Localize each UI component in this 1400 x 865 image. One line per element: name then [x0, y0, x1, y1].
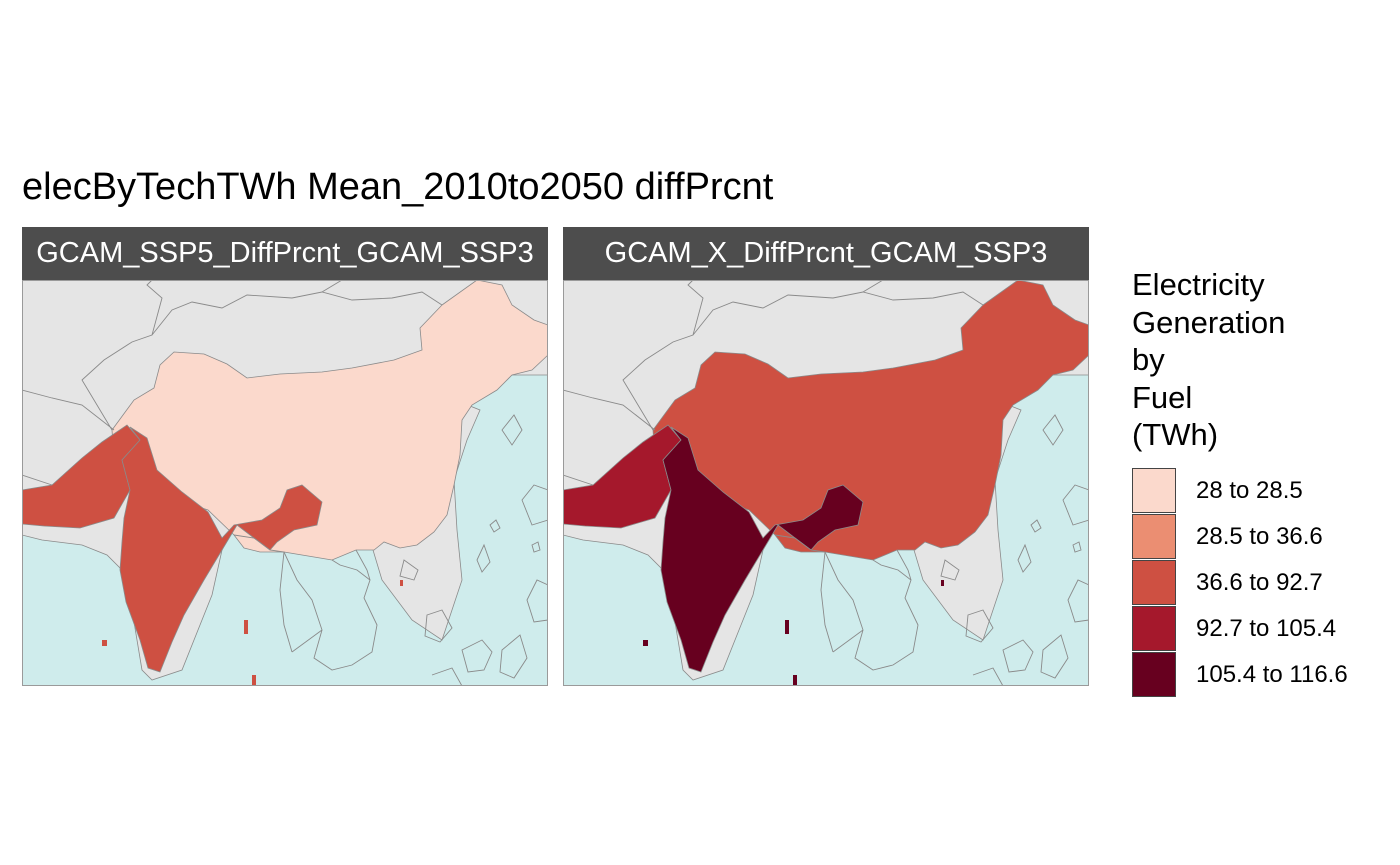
- panel-strip-x: GCAM_X_DiffPrcnt_GCAM_SSP3: [563, 227, 1089, 280]
- country-border: [22, 474, 53, 486]
- country-border: [563, 389, 656, 431]
- country-border: [476, 543, 491, 573]
- legend-title-line: (TWh): [1132, 417, 1219, 452]
- country-border: [146, 280, 163, 336]
- country-border: [399, 559, 419, 581]
- country-border: [461, 639, 493, 673]
- country-border: [431, 667, 463, 686]
- country-border: [622, 291, 984, 431]
- legend-label: 105.4 to 116.6: [1196, 661, 1348, 688]
- country-border: [321, 280, 343, 293]
- country-border: [81, 291, 443, 431]
- legend-label: 92.7 to 105.4: [1196, 615, 1337, 642]
- country-border: [531, 541, 541, 553]
- region-india-island: [643, 640, 648, 646]
- country-border: [521, 484, 548, 526]
- region-india-island: [941, 580, 944, 586]
- map-area-x: [563, 280, 1089, 686]
- country-border: [489, 519, 501, 533]
- country-border: [774, 534, 919, 671]
- country-border: [687, 280, 704, 336]
- country-border: [499, 634, 528, 679]
- country-border: [972, 667, 1004, 686]
- country-border: [1067, 579, 1089, 623]
- legend-swatch: [1132, 606, 1176, 651]
- legend-title-line: by: [1132, 342, 1165, 377]
- country-border: [291, 629, 323, 653]
- region-india-island: [252, 675, 256, 686]
- country-border: [862, 280, 884, 293]
- country-border: [1002, 639, 1034, 673]
- legend-title-line: Electricity: [1132, 267, 1265, 302]
- country-border: [832, 629, 864, 653]
- legend-title: Electricity Generation by Fuel (TWh): [1132, 266, 1392, 454]
- region-india-island: [102, 640, 107, 646]
- country-border: [940, 559, 960, 581]
- country-border: [424, 609, 453, 643]
- map-frame: [22, 280, 548, 686]
- map-area-ssp5: [22, 280, 548, 686]
- map-panel-ssp5: GCAM_SSP5_DiffPrcnt_GCAM_SSP3: [22, 227, 548, 686]
- legend: Electricity Generation by Fuel (TWh) 28 …: [1132, 266, 1392, 697]
- country-border: [1030, 519, 1042, 533]
- legend-label: 28 to 28.5: [1196, 477, 1303, 504]
- region-china: [652, 280, 1089, 561]
- legend-label: 36.6 to 92.7: [1196, 569, 1323, 596]
- legend-title-line: Fuel: [1132, 379, 1193, 415]
- country-border: [965, 609, 994, 643]
- map-panel-x: GCAM_X_DiffPrcnt_GCAM_SSP3: [563, 227, 1089, 686]
- country-border: [820, 551, 834, 653]
- region-china: [111, 280, 548, 561]
- country-border: [526, 579, 548, 623]
- region-india-island: [793, 675, 797, 686]
- region-india-island: [400, 580, 403, 586]
- country-border: [1017, 543, 1032, 573]
- legend-swatch: [1132, 652, 1176, 697]
- country-border: [1072, 541, 1082, 553]
- country-border: [1040, 634, 1069, 679]
- legend-swatch: [1132, 514, 1176, 559]
- country-border: [279, 551, 293, 653]
- legend-title-line: Generation: [1132, 304, 1286, 340]
- region-india-island: [785, 620, 789, 634]
- panel-label-ssp5: GCAM_SSP5_DiffPrcnt_GCAM_SSP3: [36, 237, 534, 269]
- country-border: [233, 534, 378, 671]
- map-svg: [22, 280, 548, 686]
- country-border: [896, 549, 912, 581]
- country-border: [355, 549, 371, 581]
- country-border: [1062, 484, 1089, 526]
- country-border: [22, 389, 115, 431]
- chart-title: elecByTechTWh Mean_2010to2050 diffPrcnt: [22, 166, 774, 208]
- map-svg: [563, 280, 1089, 686]
- map-frame: [563, 280, 1089, 686]
- country-border: [1042, 414, 1064, 446]
- panel-strip-ssp5: GCAM_SSP5_DiffPrcnt_GCAM_SSP3: [22, 227, 548, 280]
- region-india-island: [244, 620, 248, 634]
- panel-label-x: GCAM_X_DiffPrcnt_GCAM_SSP3: [604, 237, 1048, 269]
- country-border: [501, 414, 523, 446]
- legend-swatch: [1132, 560, 1176, 605]
- country-border: [563, 474, 594, 486]
- legend-label: 28.5 to 36.6: [1196, 523, 1323, 550]
- legend-swatch: [1132, 468, 1176, 513]
